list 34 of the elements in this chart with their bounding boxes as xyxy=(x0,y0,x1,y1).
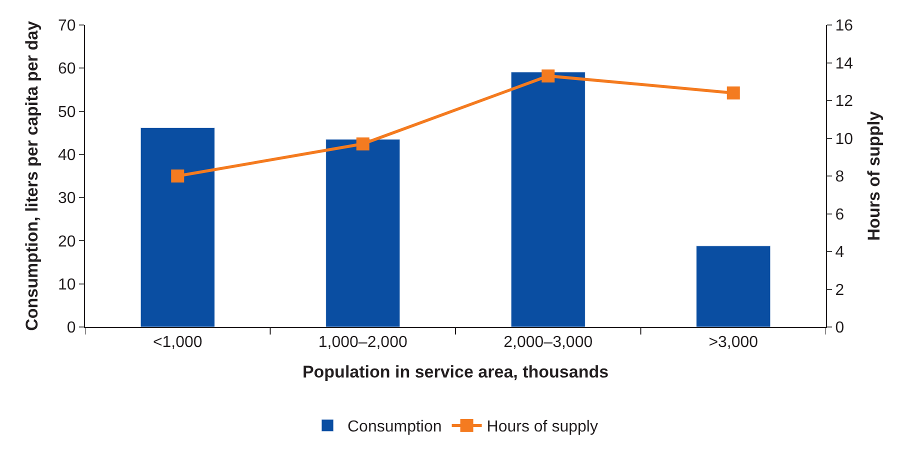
bar xyxy=(326,139,400,327)
y-tick-label: 60 xyxy=(58,60,76,78)
legend-label: Consumption xyxy=(348,418,442,436)
y-tick-label: 30 xyxy=(58,190,76,208)
y2-tick-label: 2 xyxy=(835,282,844,299)
y2-tick-label: 10 xyxy=(835,130,854,148)
point xyxy=(542,69,555,82)
x-tick-label: <1,000 xyxy=(152,334,202,352)
y2-tick-label: 14 xyxy=(835,55,854,72)
point xyxy=(356,137,370,150)
point xyxy=(171,170,184,182)
bar xyxy=(696,246,771,327)
x-axis-title: Population in service area, thousands xyxy=(302,362,609,382)
y-tick-label: 0 xyxy=(66,320,76,337)
y2-tick-label: 4 xyxy=(835,244,844,262)
x-tick-label: 1,000–2,000 xyxy=(318,334,408,352)
y-tick-label: 40 xyxy=(58,147,76,164)
y2-tick-label: 8 xyxy=(835,168,844,186)
y2-tick-label: 0 xyxy=(835,320,844,337)
y-tick-label: 70 xyxy=(58,18,76,35)
y-tick-label: 10 xyxy=(58,276,76,294)
bar xyxy=(510,72,586,327)
y-tick-label: 50 xyxy=(58,104,76,121)
x-tick-label: >3,000 xyxy=(708,334,758,352)
y2-tick-label: 12 xyxy=(835,93,854,110)
y2-tick-label: 6 xyxy=(835,206,844,224)
y-tick-label: 20 xyxy=(58,233,76,250)
x-tick-label: 2,000–3,000 xyxy=(504,334,593,352)
legend-label: Hours of supply xyxy=(486,418,598,436)
point xyxy=(726,86,740,100)
bar xyxy=(140,127,215,327)
y2-tick-label: 16 xyxy=(835,18,854,35)
y2-axis-title: Hours of supply xyxy=(864,110,884,241)
y-axis-title: Consumption, liters per capita per day xyxy=(22,20,42,331)
